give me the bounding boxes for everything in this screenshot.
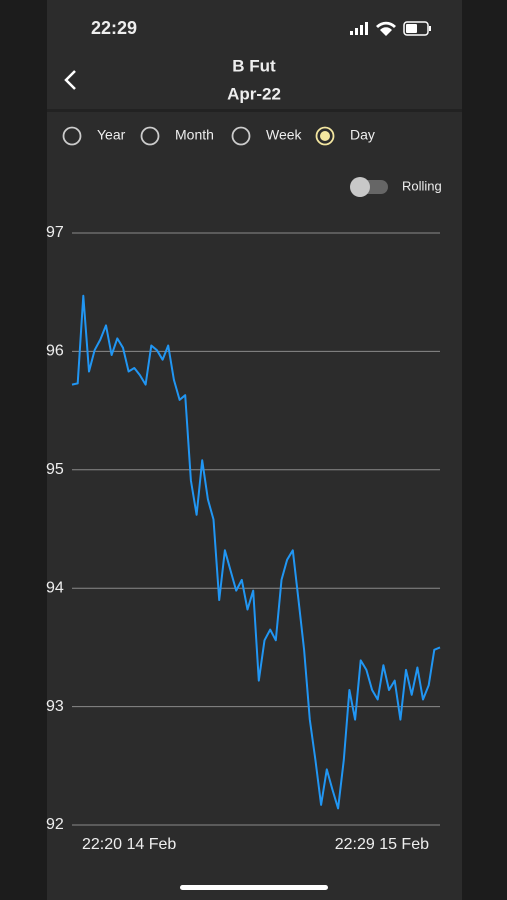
header-title: B Fut [232,56,276,75]
y-tick-label: 93 [46,698,64,715]
x-tick-label: 22:29 15 Feb [335,836,429,853]
radio-button[interactable] [315,126,335,146]
y-tick-label: 96 [46,343,64,360]
y-tick-label: 92 [46,816,64,833]
clock: 22:29 [91,18,137,38]
price-line [71,294,441,810]
back-button[interactable] [64,70,76,90]
radio-dot [320,131,330,141]
radio-button[interactable] [140,126,160,146]
header-divider [47,109,462,112]
radio-label[interactable]: Year [97,127,126,143]
header-subtitle: Apr-22 [227,84,281,103]
y-tick-label: 95 [46,461,64,478]
period-options: Year Month Week Day [62,126,375,146]
radio-button[interactable] [62,126,82,146]
radio-label[interactable]: Week [266,127,303,143]
y-tick-label: 97 [46,224,64,241]
chart: 92 93 94 95 96 97 22:20 14 Feb 22:29 15 Feb [46,224,441,853]
radio-button[interactable] [231,126,251,146]
x-tick-label: 22:20 14 Feb [82,836,176,853]
toggle-label: Rolling [402,178,442,193]
status-icons [350,21,431,36]
radio-label[interactable]: Day [350,127,375,143]
toggle-knob[interactable] [350,177,370,197]
y-tick-label: 94 [46,579,64,596]
radio-label[interactable]: Month [175,127,214,143]
home-indicator [180,885,328,890]
app-area [47,0,462,900]
